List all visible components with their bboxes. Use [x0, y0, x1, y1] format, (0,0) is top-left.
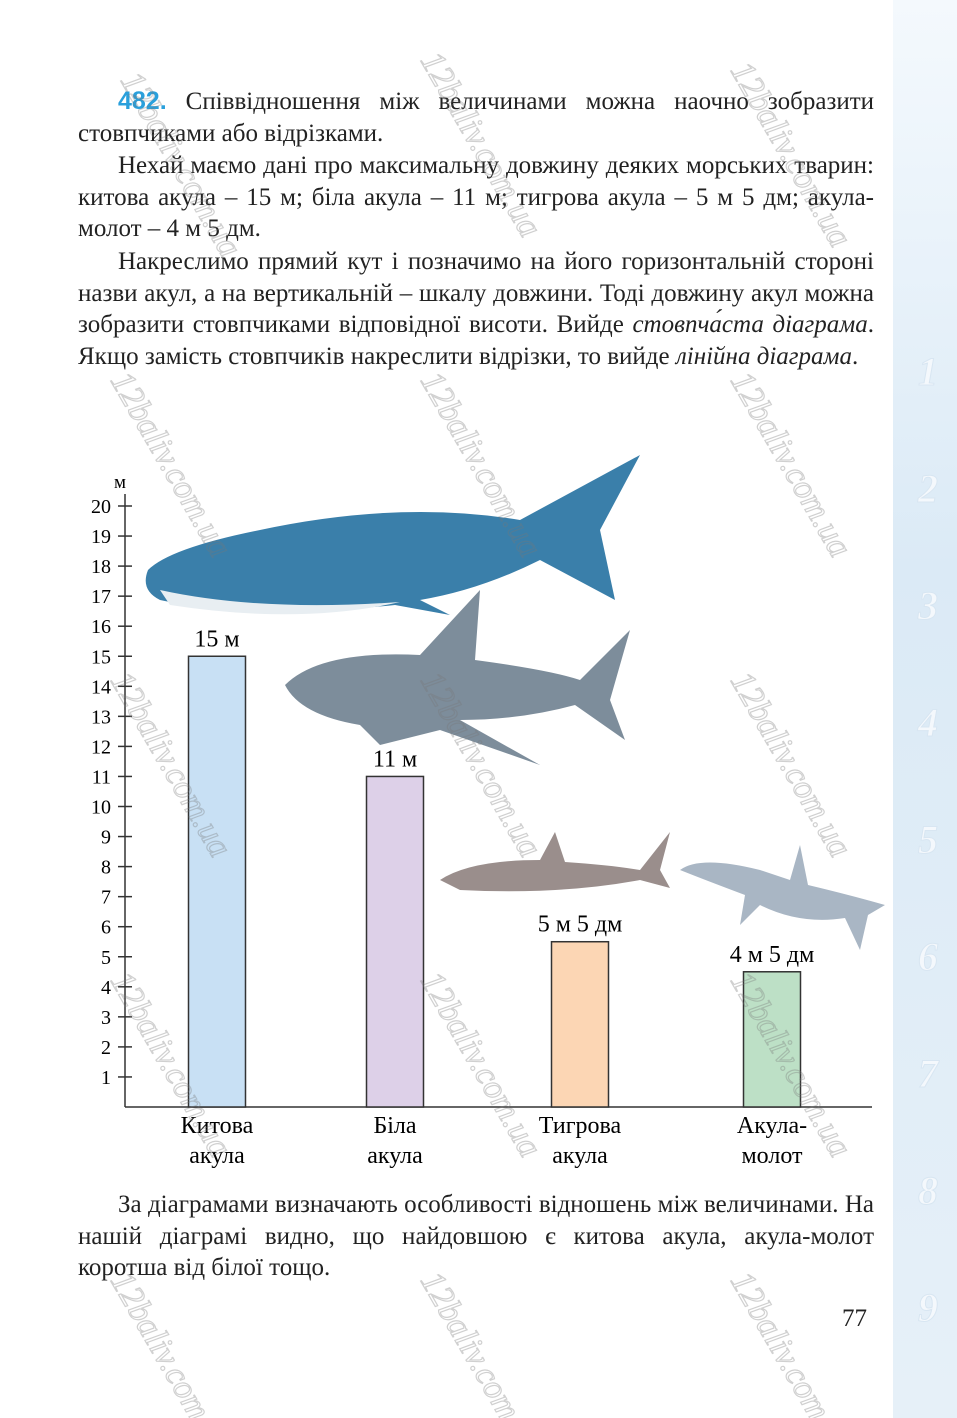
value-label: 5 м 5 дм: [538, 912, 623, 938]
watermark: 12baliv.com.ua: [413, 46, 549, 244]
white-shark-image: [285, 590, 630, 765]
watermark: 12baliv.com.ua: [723, 366, 859, 564]
hammerhead-image: [680, 845, 885, 950]
x-tick-label: акула: [552, 1143, 608, 1169]
x-tick-label: молот: [741, 1143, 803, 1169]
text: Нехай маємо дані про максимальну довжину…: [78, 152, 874, 242]
side-tab: 7: [918, 1051, 940, 1096]
watermark: 12baliv.com.ua: [723, 666, 859, 864]
watermark: 12baliv.com.ua: [103, 366, 239, 564]
side-tab: 8: [918, 1168, 938, 1213]
bar: [365, 775, 425, 1108]
side-tab: 5: [918, 817, 938, 862]
side-tab: 2: [917, 466, 938, 511]
y-tick-label: 18: [91, 556, 111, 578]
y-tick-label: 7: [101, 887, 111, 909]
bar: [187, 655, 247, 1108]
term: стовпча́ста діаграма: [632, 311, 868, 338]
y-tick-label: 20: [91, 496, 111, 518]
watermark: 12baliv.com.ua: [103, 1266, 239, 1418]
value-label: 15 м: [194, 626, 239, 652]
y-tick-label: 2: [101, 1037, 111, 1059]
text: За діаграмами визначають особливості від…: [78, 1191, 874, 1281]
y-tick-label: 14: [91, 676, 111, 698]
y-tick-label: 10: [91, 797, 111, 819]
paragraph: Накреслимо прямий кут і позначимо на йог…: [78, 246, 874, 372]
y-tick-label: 13: [91, 706, 111, 728]
watermark: 12baliv.com.ua: [723, 56, 859, 254]
term: лінійна діаграма: [675, 342, 852, 370]
y-tick-label: 3: [101, 1007, 111, 1029]
value-label: 11 м: [373, 746, 417, 772]
paragraph: 482. Співвідношення між величинами можна…: [78, 86, 874, 149]
side-tab: 6: [918, 934, 938, 979]
y-tick-label: 5: [101, 947, 111, 969]
side-tab: 9: [918, 1285, 938, 1330]
text: Співвідношення між величинами можна наоч…: [78, 88, 875, 147]
y-tick-label: 16: [91, 616, 111, 638]
paragraph: За діаграмами визначають особливості від…: [78, 1189, 874, 1284]
y-tick-label: 15: [91, 646, 111, 668]
paragraph: Нехай маємо дані про максимальну довжину…: [78, 150, 874, 245]
bar: [742, 971, 802, 1108]
y-tick-label: 8: [101, 857, 111, 879]
x-tick-label: Акула-: [737, 1113, 807, 1139]
text: .: [852, 342, 859, 370]
text: . Якщо замість стовпчиків накреслити від…: [78, 311, 874, 370]
whale-shark-image: [145, 455, 640, 615]
y-tick-label: 11: [92, 766, 111, 788]
y-axis-label: м: [114, 472, 126, 493]
y-tick-label: 6: [101, 917, 111, 939]
x-tick-label: акула: [367, 1143, 423, 1169]
x-tick-label: Біла: [373, 1113, 416, 1139]
x-tick-label: Китова: [181, 1113, 254, 1139]
x-tick-label: акула: [189, 1143, 245, 1169]
y-tick-label: 9: [101, 827, 111, 849]
watermark: 12baliv.com.ua: [413, 966, 549, 1164]
page-number: 77: [842, 1305, 867, 1332]
watermark: 12baliv.com.ua: [413, 1266, 549, 1418]
tiger-shark-image: [440, 832, 670, 892]
y-tick-label: 17: [91, 586, 111, 608]
shark-belly: [160, 590, 400, 615]
text: Накреслимо прямий кут і позначимо на йог…: [78, 248, 874, 338]
bar: [550, 940, 610, 1108]
y-tick-label: 19: [91, 526, 111, 548]
watermark: 12baliv.com.ua: [113, 66, 249, 264]
value-label: 4 м 5 дм: [730, 942, 815, 968]
y-tick-label: 4: [101, 977, 111, 999]
side-tab: 4: [917, 700, 938, 745]
watermark: 12baliv.com.ua: [723, 1266, 859, 1418]
side-strip: [893, 0, 957, 1418]
x-tick-label: Тигрова: [539, 1113, 622, 1139]
exercise-number: 482.: [118, 87, 167, 115]
side-tab: 1: [918, 349, 938, 394]
y-tick-label: 12: [91, 736, 111, 758]
side-tab: 3: [917, 583, 938, 628]
y-tick-label: 1: [101, 1067, 111, 1089]
